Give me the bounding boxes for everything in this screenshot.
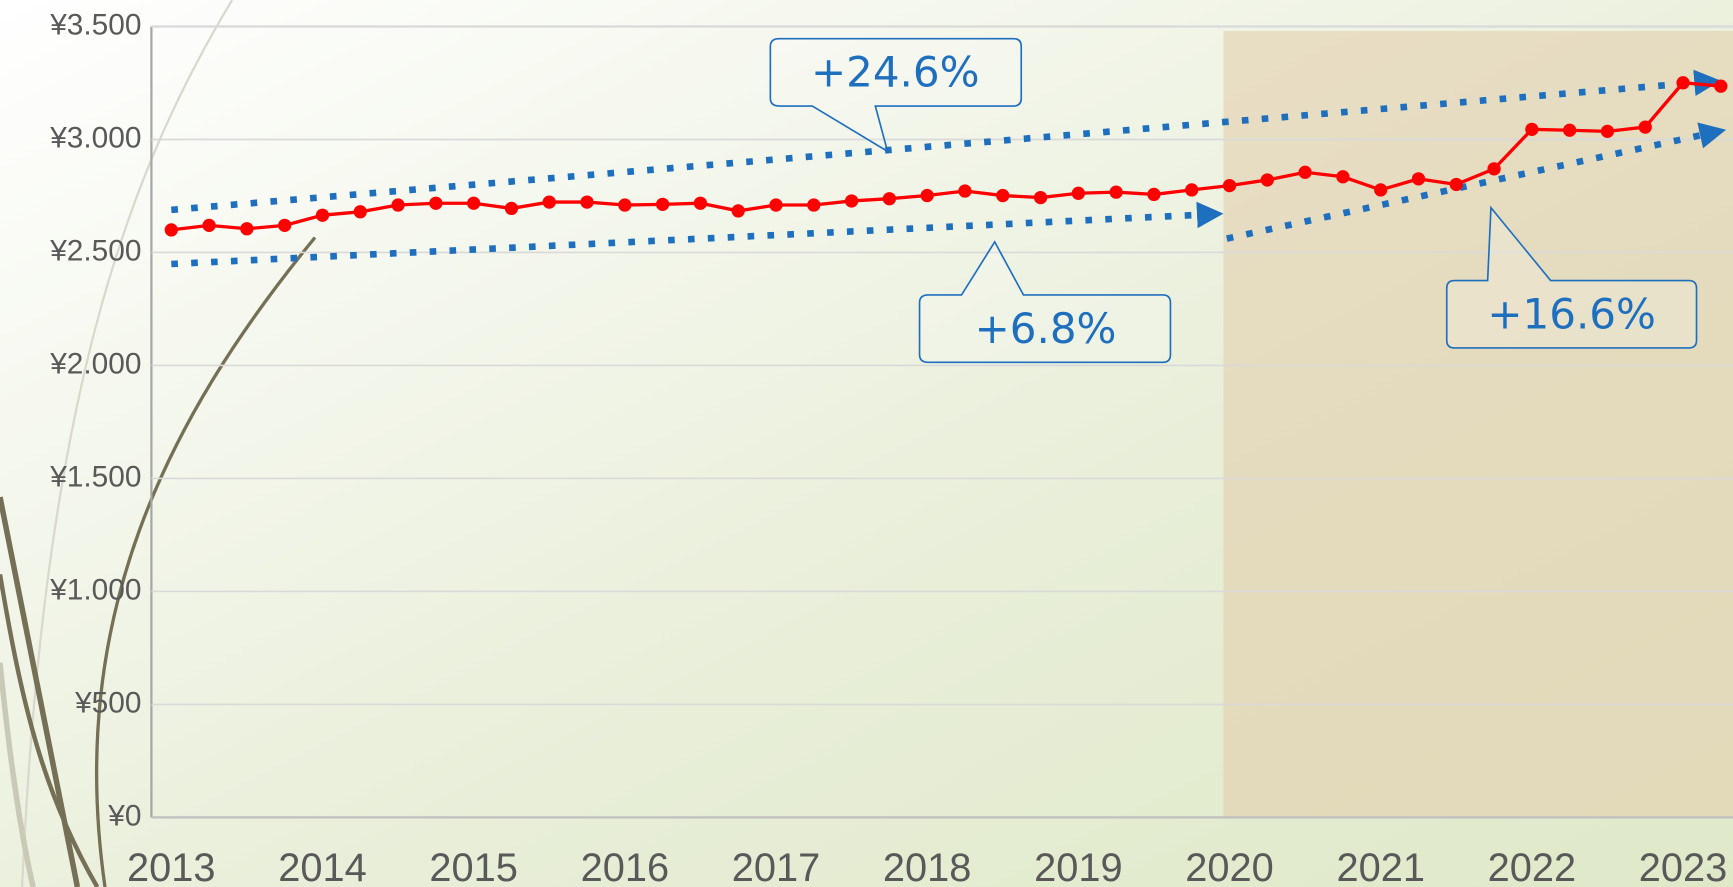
point	[1185, 183, 1198, 196]
annotation: +24.6%	[811, 48, 980, 97]
point	[1563, 124, 1576, 137]
annotation: +6.8%	[975, 304, 1117, 353]
x-tick-label: 2022	[1488, 846, 1576, 887]
point	[278, 219, 291, 232]
point	[1223, 179, 1236, 192]
point	[1412, 172, 1425, 185]
point	[429, 197, 442, 210]
point	[1639, 120, 1652, 133]
point	[1450, 178, 1463, 191]
point	[580, 195, 593, 208]
point	[467, 197, 480, 210]
y-tick-label: ¥3.000	[49, 121, 141, 154]
point	[732, 204, 745, 217]
point	[921, 189, 934, 202]
point	[354, 205, 367, 218]
point	[1676, 76, 1689, 89]
point	[996, 189, 1009, 202]
x-tick-label: 2021	[1336, 846, 1424, 887]
point	[505, 202, 518, 215]
point	[1525, 123, 1538, 136]
point	[769, 198, 782, 211]
point	[316, 209, 329, 222]
y-tick-label: ¥1.000	[49, 573, 141, 606]
point	[1298, 166, 1311, 179]
point	[391, 198, 404, 211]
point	[1034, 191, 1047, 204]
point	[1374, 183, 1387, 196]
x-tick-label: 2020	[1185, 846, 1273, 887]
point	[1487, 162, 1500, 175]
point	[845, 194, 858, 207]
x-tick-label: 2013	[127, 846, 215, 887]
point	[694, 197, 707, 210]
x-tick-label: 2018	[883, 846, 971, 887]
point	[1072, 187, 1085, 200]
x-tick-label: 2014	[278, 846, 366, 887]
x-tick-label: 2017	[732, 846, 820, 887]
y-tick-label: ¥0	[107, 799, 141, 832]
point	[1336, 170, 1349, 183]
point	[883, 192, 896, 205]
point	[1261, 173, 1274, 186]
point	[958, 184, 971, 197]
y-tick-label: ¥500	[74, 686, 141, 719]
x-tick-label: 2016	[581, 846, 669, 887]
chart: +24.6% +6.8% +16.6% ¥0 ¥500 ¥1.000 ¥1.500 ¥2…	[0, 0, 1733, 887]
point	[240, 222, 253, 235]
y-tick-label: ¥1.500	[49, 460, 141, 493]
point	[165, 223, 178, 236]
point	[807, 198, 820, 211]
point	[1110, 186, 1123, 199]
x-tick-label: 2019	[1034, 846, 1122, 887]
y-tick-label: ¥3.500	[49, 8, 141, 41]
shaded-period	[1223, 31, 1733, 817]
point	[1147, 188, 1160, 201]
annotation: +16.6%	[1487, 290, 1656, 339]
y-tick-label: ¥2.500	[49, 234, 141, 267]
y-tick-label: ¥2.000	[49, 347, 141, 380]
point	[1714, 80, 1727, 93]
point	[543, 195, 556, 208]
x-tick-label: 2023	[1639, 846, 1727, 887]
point	[202, 219, 215, 232]
point	[618, 198, 631, 211]
x-tick-label: 2015	[429, 846, 517, 887]
point	[1601, 125, 1614, 138]
point	[656, 198, 669, 211]
